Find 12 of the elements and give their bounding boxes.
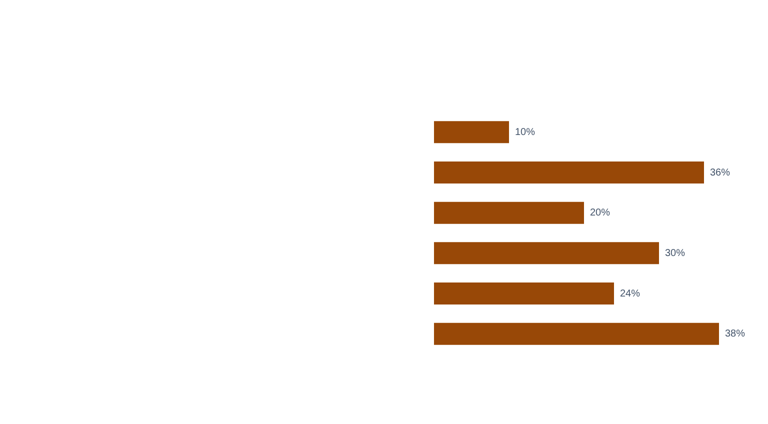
data-label: 24% [620,288,640,300]
bar [434,242,659,264]
bar [434,121,509,144]
bar [434,202,584,224]
bar [434,322,719,345]
data-label: 10% [515,126,536,138]
bar [434,282,614,304]
data-label: 30% [665,248,686,259]
bar [434,162,704,184]
data-label: 20% [590,208,610,219]
data-label: 36% [710,167,730,178]
data-label: 38% [725,328,746,340]
